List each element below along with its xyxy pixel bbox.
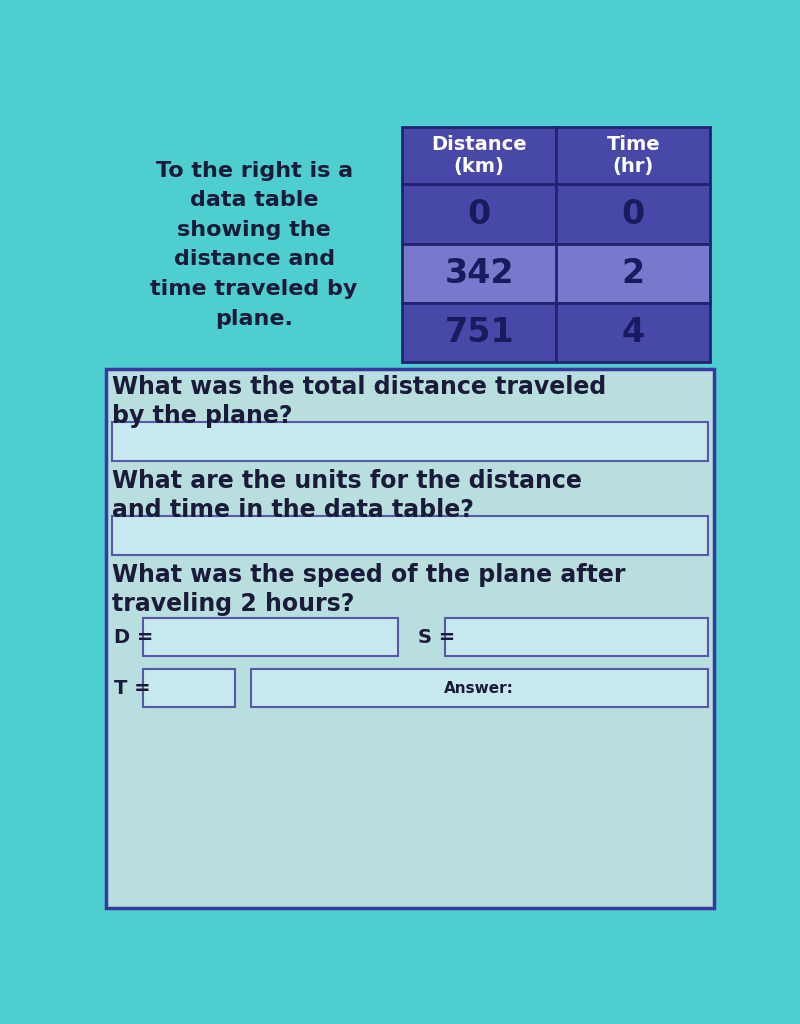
Text: 2: 2 [622, 257, 645, 290]
Text: 342: 342 [445, 257, 514, 290]
Bar [250, 669, 708, 708]
Bar [143, 618, 398, 656]
Text: 4: 4 [622, 316, 645, 349]
Text: 0: 0 [622, 198, 645, 230]
Bar [112, 423, 708, 461]
Bar [402, 244, 710, 303]
Text: What was the total distance traveled
by the plane?: What was the total distance traveled by … [112, 375, 606, 428]
Bar [143, 669, 235, 708]
Bar [112, 516, 708, 555]
Bar [106, 369, 714, 907]
Bar [402, 184, 710, 244]
Text: S =: S = [418, 628, 455, 647]
Text: What was the speed of the plane after
traveling 2 hours?: What was the speed of the plane after tr… [112, 562, 626, 616]
Text: 0: 0 [468, 198, 491, 230]
Text: Answer:: Answer: [444, 681, 514, 695]
Bar [402, 127, 710, 184]
Text: 751: 751 [445, 316, 514, 349]
Text: D =: D = [114, 628, 153, 647]
Bar [402, 303, 710, 362]
Text: T =: T = [114, 679, 150, 697]
Text: To the right is a
data table
showing the
distance and
time traveled by
plane.: To the right is a data table showing the… [150, 161, 358, 329]
Bar [445, 618, 708, 656]
Text: Time
(hr): Time (hr) [606, 135, 660, 176]
Text: What are the units for the distance
and time in the data table?: What are the units for the distance and … [112, 469, 582, 522]
Text: Distance
(km): Distance (km) [431, 135, 527, 176]
